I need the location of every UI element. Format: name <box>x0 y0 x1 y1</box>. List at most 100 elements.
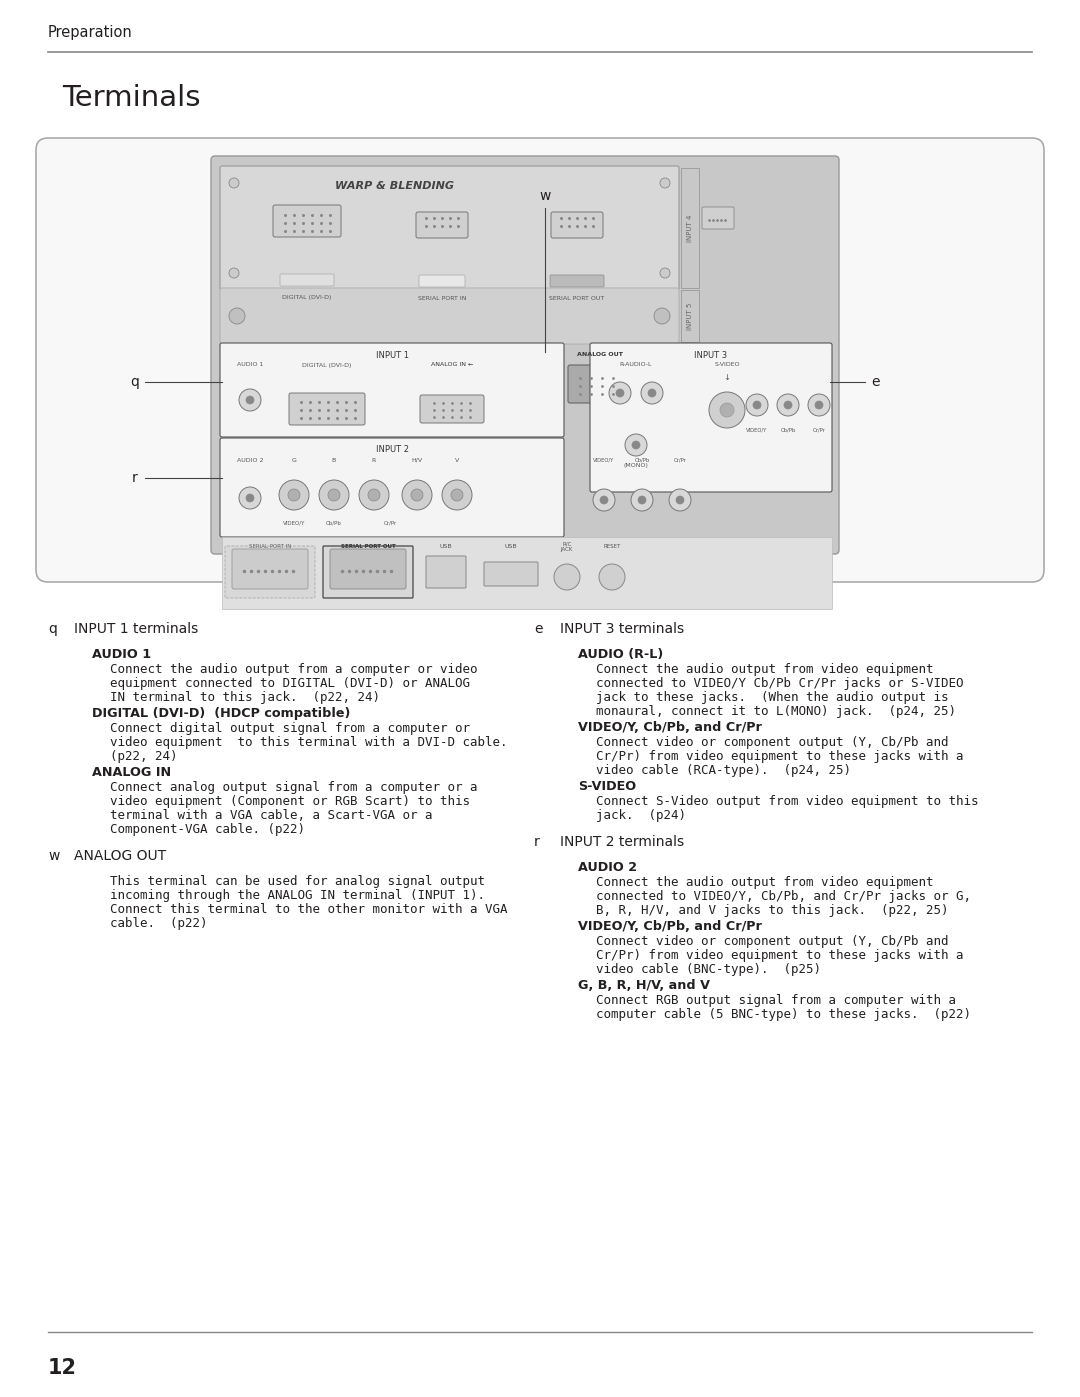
Text: Cr/Pr: Cr/Pr <box>383 521 396 525</box>
Text: Cb/Pb: Cb/Pb <box>781 427 796 433</box>
Text: DIGITAL (DVI-D)  (HDCP compatible): DIGITAL (DVI-D) (HDCP compatible) <box>92 707 350 719</box>
Text: terminal with a VGA cable, a Scart-VGA or a: terminal with a VGA cable, a Scart-VGA o… <box>110 809 432 821</box>
Circle shape <box>669 489 691 511</box>
Circle shape <box>593 489 615 511</box>
Text: jack to these jacks.  (When the audio output is: jack to these jacks. (When the audio out… <box>596 692 948 704</box>
Text: cable.  (p22): cable. (p22) <box>110 916 207 930</box>
Text: Connect the audio output from video equipment: Connect the audio output from video equi… <box>596 876 933 888</box>
Circle shape <box>359 481 389 510</box>
Text: VIDEO/Y: VIDEO/Y <box>746 427 768 433</box>
Circle shape <box>660 177 670 189</box>
Text: VIDEO/Y: VIDEO/Y <box>593 457 615 462</box>
Circle shape <box>554 564 580 590</box>
Text: B, R, H/V, and V jacks to this jack.  (p22, 25): B, R, H/V, and V jacks to this jack. (p2… <box>596 904 948 916</box>
Text: Connect S-Video output from video equipment to this: Connect S-Video output from video equipm… <box>596 795 978 807</box>
Text: AUDIO 2: AUDIO 2 <box>237 457 264 462</box>
Circle shape <box>442 481 472 510</box>
Text: Preparation: Preparation <box>48 25 133 39</box>
Text: S-VIDEO: S-VIDEO <box>578 780 636 793</box>
Text: jack.  (p24): jack. (p24) <box>596 809 686 821</box>
Text: Connect digital output signal from a computer or: Connect digital output signal from a com… <box>110 722 470 735</box>
Text: Connect RGB output signal from a computer with a: Connect RGB output signal from a compute… <box>596 995 956 1007</box>
FancyBboxPatch shape <box>220 288 679 344</box>
Text: Connect the audio output from a computer or video: Connect the audio output from a computer… <box>110 664 477 676</box>
Text: Connect this terminal to the other monitor with a VGA: Connect this terminal to the other monit… <box>110 902 508 916</box>
Text: connected to VIDEO/Y, Cb/Pb, and Cr/Pr jacks or G,: connected to VIDEO/Y, Cb/Pb, and Cr/Pr j… <box>596 890 971 902</box>
Text: V: V <box>455 457 459 462</box>
Text: Cb/Pb: Cb/Pb <box>326 521 342 525</box>
Text: Cr/Pr: Cr/Pr <box>674 457 687 462</box>
Text: Connect video or component output (Y, Cb/Pb and: Connect video or component output (Y, Cb… <box>596 736 948 749</box>
Circle shape <box>599 564 625 590</box>
Text: Connect video or component output (Y, Cb/Pb and: Connect video or component output (Y, Cb… <box>596 935 948 949</box>
Circle shape <box>451 489 463 502</box>
Text: SERIAL PORT OUT: SERIAL PORT OUT <box>550 296 605 300</box>
Text: INPUT 4: INPUT 4 <box>687 214 693 242</box>
Text: video equipment (Component or RGB Scart) to this: video equipment (Component or RGB Scart)… <box>110 795 470 807</box>
Circle shape <box>753 401 761 409</box>
Text: connected to VIDEO/Y Cb/Pb Cr/Pr jacks or S-VIDEO: connected to VIDEO/Y Cb/Pb Cr/Pr jacks o… <box>596 678 963 690</box>
Text: ANALOG IN ←: ANALOG IN ← <box>431 362 473 367</box>
Text: (p22, 24): (p22, 24) <box>110 750 177 763</box>
Text: computer cable (5 BNC-type) to these jacks.  (p22): computer cable (5 BNC-type) to these jac… <box>596 1009 971 1021</box>
Circle shape <box>229 268 239 278</box>
FancyBboxPatch shape <box>484 562 538 585</box>
Circle shape <box>246 495 254 502</box>
Text: WARP & BLENDING: WARP & BLENDING <box>336 182 455 191</box>
Text: q: q <box>48 622 57 636</box>
Circle shape <box>808 394 831 416</box>
Text: AUDIO 1: AUDIO 1 <box>92 648 151 661</box>
FancyBboxPatch shape <box>36 138 1044 583</box>
Text: ANALOG OUT: ANALOG OUT <box>577 352 623 358</box>
Circle shape <box>625 434 647 455</box>
FancyBboxPatch shape <box>220 166 679 291</box>
Circle shape <box>319 481 349 510</box>
Text: Terminals: Terminals <box>62 84 201 112</box>
Text: INPUT 2 terminals: INPUT 2 terminals <box>561 835 684 849</box>
Text: SERIAL PORT IN: SERIAL PORT IN <box>248 545 292 549</box>
Circle shape <box>616 388 624 397</box>
Text: USB: USB <box>504 545 517 549</box>
Bar <box>222 536 832 609</box>
Text: ANALOG IN: ANALOG IN <box>92 766 171 780</box>
Text: Cb/Pb: Cb/Pb <box>634 457 650 462</box>
FancyBboxPatch shape <box>702 207 734 229</box>
Text: e: e <box>534 622 542 636</box>
Text: Cr/Pr) from video equipment to these jacks with a: Cr/Pr) from video equipment to these jac… <box>596 750 963 763</box>
Text: H/V: H/V <box>411 457 422 462</box>
FancyBboxPatch shape <box>232 549 308 590</box>
FancyBboxPatch shape <box>550 275 604 286</box>
Text: AUDIO 1: AUDIO 1 <box>237 362 264 367</box>
Text: VIDEO/Y: VIDEO/Y <box>283 521 306 525</box>
Text: video cable (BNC-type).  (p25): video cable (BNC-type). (p25) <box>596 963 821 977</box>
Text: equipment connected to DIGITAL (DVI-D) or ANALOG: equipment connected to DIGITAL (DVI-D) o… <box>110 678 470 690</box>
Text: (MONO): (MONO) <box>623 462 648 468</box>
FancyBboxPatch shape <box>323 546 413 598</box>
Text: r: r <box>132 471 138 485</box>
FancyBboxPatch shape <box>280 274 334 286</box>
Circle shape <box>708 393 745 427</box>
Circle shape <box>784 401 792 409</box>
Text: SERIAL PORT OUT: SERIAL PORT OUT <box>340 545 395 549</box>
Text: R-AUDIO-L: R-AUDIO-L <box>620 362 652 367</box>
Text: VIDEO/Y, Cb/Pb, and Cr/Pr: VIDEO/Y, Cb/Pb, and Cr/Pr <box>578 721 761 733</box>
FancyBboxPatch shape <box>426 556 465 588</box>
Circle shape <box>600 496 608 504</box>
Circle shape <box>279 481 309 510</box>
Text: AUDIO 2: AUDIO 2 <box>578 861 637 875</box>
Circle shape <box>632 441 640 448</box>
Circle shape <box>660 268 670 278</box>
Circle shape <box>676 496 684 504</box>
Text: INPUT 5: INPUT 5 <box>687 302 693 330</box>
Text: Connect the audio output from video equipment: Connect the audio output from video equi… <box>596 664 933 676</box>
FancyBboxPatch shape <box>419 275 465 286</box>
Circle shape <box>246 395 254 404</box>
Text: q: q <box>131 374 139 388</box>
FancyBboxPatch shape <box>225 546 315 598</box>
Bar <box>681 291 699 342</box>
Text: DIGITAL (DVI-D): DIGITAL (DVI-D) <box>282 296 332 300</box>
Circle shape <box>720 402 734 416</box>
Circle shape <box>402 481 432 510</box>
Text: INPUT 3: INPUT 3 <box>694 351 728 359</box>
Text: INPUT 3 terminals: INPUT 3 terminals <box>561 622 684 636</box>
